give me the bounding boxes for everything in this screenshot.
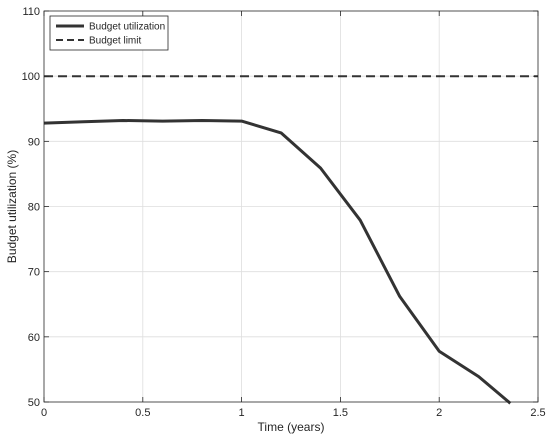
ticks: 0 0.5 1 1.5 2 2.5 50 60 70 80 90 100 110 — [22, 6, 546, 419]
x-tick-label: 0 — [41, 407, 47, 419]
y-tick-label: 80 — [28, 202, 40, 214]
legend-label: Budget utilization — [89, 22, 165, 33]
y-tick-label: 70 — [28, 267, 40, 279]
x-tick-label: 2.5 — [530, 407, 545, 419]
y-tick-label: 100 — [22, 71, 40, 83]
y-axis-label: Budget utilization (%) — [5, 150, 19, 263]
y-tick-label: 60 — [28, 332, 40, 344]
x-tick-label: 0.5 — [135, 407, 150, 419]
legend-label: Budget limit — [89, 36, 141, 47]
legend: Budget utilization Budget limit — [49, 15, 169, 51]
x-axis-label: Time (years) — [258, 420, 325, 434]
budget-utilization-line — [43, 119, 512, 405]
x-tick-label: 1 — [239, 407, 245, 419]
series-layer — [43, 75, 538, 405]
x-tick-label: 2 — [436, 407, 442, 419]
y-tick-label: 50 — [28, 397, 40, 409]
legend-box — [49, 15, 169, 51]
y-tick-label: 110 — [22, 6, 40, 18]
x-tick-label: 1.5 — [333, 407, 348, 419]
y-tick-label: 90 — [28, 136, 40, 148]
